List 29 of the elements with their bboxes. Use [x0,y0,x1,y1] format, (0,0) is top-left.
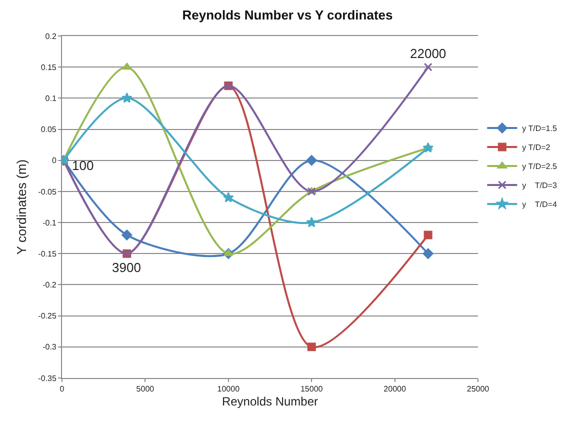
x-tick-label: 15000 [300,384,324,394]
x-tick-label: 20000 [384,384,406,394]
legend-label: y T/D=2.5 [522,162,558,172]
legend-label: y T/D=1.5 [522,124,558,134]
x-tick-label: 5000 [136,384,155,394]
y-tick-label: -0.2 [42,280,57,290]
y-tick-label: 0.05 [40,125,57,134]
x-tick-label: 10000 [217,384,240,394]
y-tick-label: -0.05 [38,187,57,196]
y-tick-label: 0 [52,156,57,166]
annotation: 22000 [410,46,446,61]
legend-label: y T/D=2 [522,143,551,152]
y-tick-label: -0.3 [42,342,57,352]
y-tick-label: -0.15 [38,249,57,258]
x-tick-label: 0 [60,384,65,394]
chart-title: Reynolds Number vs Y cordinates [182,8,393,23]
y-tick-label: 0.15 [40,62,57,72]
y-tick-label: 0.1 [45,94,57,103]
x-tick-label: 25000 [466,384,490,394]
y-tick-label: -0.35 [38,374,57,383]
y-tick-label: 0.2 [45,32,57,41]
y-tick-label: -0.1 [42,218,57,228]
annotation: 100 [72,158,94,173]
annotation: 3900 [112,260,141,275]
x-axis-title: Reynolds Number [222,394,318,408]
legend-label: y T/D=4 [522,200,558,210]
legend-label: y T/D=3 [522,181,558,190]
y-tick-label: -0.25 [38,312,57,321]
y-axis-title: Y cordinates (m) [14,159,30,255]
